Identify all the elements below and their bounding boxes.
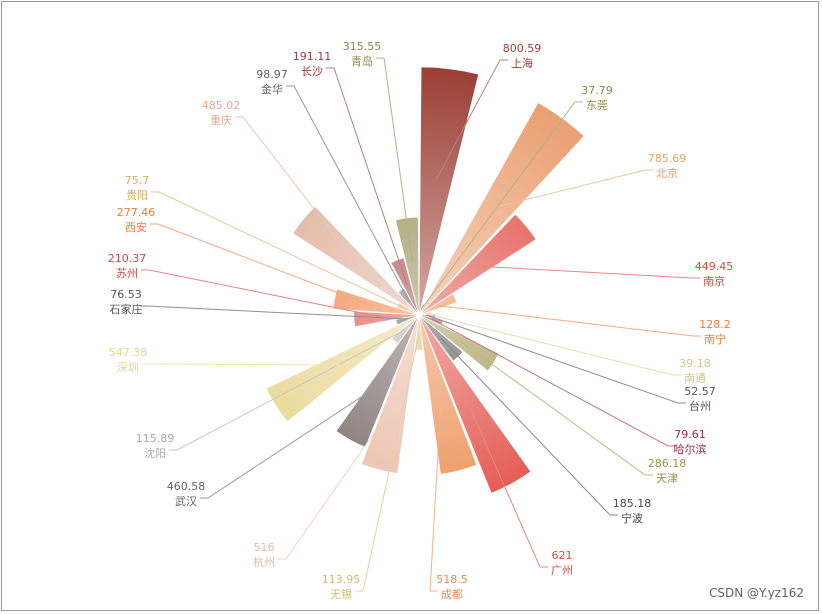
slice-北京[interactable] (418, 102, 585, 316)
slices-group (265, 66, 585, 494)
value-label-南通: 39.18 (679, 357, 711, 370)
leader-line-金华 (286, 85, 410, 302)
value-label-贵阳: 75.7 (125, 174, 150, 187)
name-label-苏州: 苏州 (116, 267, 138, 280)
name-label-南宁: 南宁 (704, 332, 726, 346)
name-label-金华: 金华 (261, 82, 283, 96)
value-label-无锡: 113.95 (322, 573, 361, 586)
leader-line-长沙 (326, 67, 408, 285)
name-label-东莞: 东莞 (586, 99, 608, 112)
value-label-重庆: 485.02 (202, 99, 241, 112)
leader-line-石家庄 (140, 305, 407, 320)
name-label-台州: 台州 (689, 399, 711, 413)
leader-line-苏州 (141, 269, 384, 318)
leader-line-武汉 (200, 383, 382, 499)
leader-line-青岛 (376, 57, 413, 262)
slice-长沙[interactable] (390, 257, 420, 316)
leader-line-成都 (429, 400, 442, 592)
slice-成都[interactable] (418, 314, 478, 475)
value-label-天津: 286.18 (648, 457, 687, 470)
leader-line-贵阳 (151, 191, 408, 310)
name-label-深圳: 深圳 (117, 361, 139, 374)
slice-南宁[interactable] (418, 293, 458, 316)
slice-重庆[interactable] (292, 205, 420, 316)
leader-line-杭州 (278, 399, 398, 560)
slice-广州[interactable] (418, 314, 532, 494)
leader-line-西安 (150, 223, 373, 307)
value-label-北京: 785.69 (648, 152, 687, 165)
value-label-石家庄: 76.53 (110, 288, 142, 301)
slice-南京[interactable] (418, 213, 537, 316)
name-label-长沙: 长沙 (301, 65, 323, 78)
value-label-成都: 518.5 (436, 573, 468, 586)
name-label-青岛: 青岛 (351, 54, 373, 68)
value-label-台州: 52.57 (684, 385, 716, 398)
leader-line-天津 (459, 340, 653, 476)
slice-武汉[interactable] (335, 314, 420, 448)
name-label-贵阳: 贵阳 (126, 189, 148, 202)
leader-line-哈尔滨 (431, 318, 676, 447)
leader-line-北京 (497, 169, 653, 208)
name-label-石家庄: 石家庄 (110, 302, 143, 316)
name-label-沈阳: 沈阳 (144, 446, 166, 460)
watermark: CSDN @Y.yz162 (708, 586, 804, 600)
value-label-广州: 621 (552, 549, 573, 562)
slice-杭州[interactable] (361, 314, 420, 474)
leader-line-宁波 (440, 337, 618, 516)
leader-line-东莞 (420, 101, 583, 310)
name-label-天津: 天津 (656, 472, 678, 485)
value-label-东莞: 37.79 (581, 84, 613, 97)
value-label-苏州: 210.37 (108, 252, 147, 265)
value-label-南京: 449.45 (695, 260, 734, 273)
leader-line-上海 (435, 59, 508, 180)
leader-line-广州 (469, 407, 548, 568)
leader-line-台州 (427, 315, 686, 404)
name-label-上海: 上海 (511, 56, 533, 70)
value-label-深圳: 547.38 (109, 346, 148, 359)
name-label-西安: 西安 (125, 220, 147, 234)
name-label-广州: 广州 (551, 564, 573, 577)
name-label-北京: 北京 (656, 166, 678, 180)
slice-青岛[interactable] (395, 216, 420, 316)
name-label-杭州: 杭州 (253, 555, 275, 569)
leader-line-重庆 (235, 116, 356, 263)
slice-金华[interactable] (397, 287, 420, 316)
leader-line-沈阳 (169, 328, 406, 451)
slice-天津[interactable] (418, 314, 500, 372)
value-label-沈阳: 115.89 (136, 432, 175, 445)
value-label-武汉: 460.58 (167, 480, 206, 493)
leader-line-南宁 (438, 305, 701, 337)
value-label-上海: 800.59 (503, 42, 542, 55)
value-label-宁波: 185.18 (613, 497, 652, 510)
slice-石家庄[interactable] (395, 314, 420, 326)
leader-line-南通 (425, 313, 681, 376)
value-label-金华: 98.97 (256, 68, 288, 81)
value-label-青岛: 315.55 (343, 40, 382, 53)
slice-无锡[interactable] (414, 314, 424, 351)
name-label-宁波: 宁波 (621, 511, 643, 525)
value-label-哈尔滨: 79.61 (674, 428, 706, 441)
slice-哈尔滨[interactable] (418, 314, 444, 326)
leader-lines-group (140, 57, 701, 592)
leader-line-无锡 (355, 334, 420, 592)
name-label-南通: 南通 (684, 372, 706, 385)
name-label-哈尔滨: 哈尔滨 (674, 442, 707, 456)
value-label-杭州: 516 (254, 541, 275, 554)
value-label-西安: 277.46 (117, 206, 156, 219)
leader-line-南京 (477, 265, 700, 279)
value-label-南宁: 128.2 (699, 318, 731, 331)
leader-line-深圳 (142, 363, 341, 366)
name-label-无锡: 无锡 (330, 587, 352, 601)
name-label-武汉: 武汉 (175, 495, 197, 508)
name-label-成都: 成都 (441, 588, 463, 601)
name-label-南京: 南京 (703, 274, 725, 288)
value-label-长沙: 191.11 (293, 50, 332, 63)
name-label-重庆: 重庆 (210, 113, 232, 127)
slice-深圳[interactable] (265, 314, 420, 423)
slice-西安[interactable] (332, 288, 420, 316)
